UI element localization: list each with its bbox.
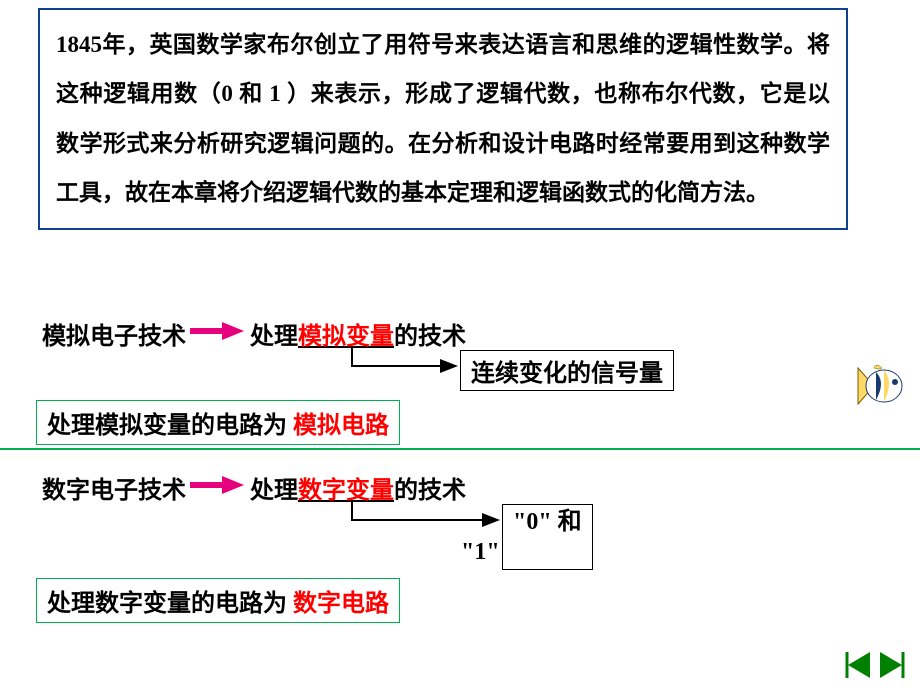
connector-line-icon [350,498,510,538]
next-button[interactable] [876,650,906,680]
analog-circuit-box: 处理模拟变量的电路为 模拟电路 [36,400,400,445]
connector-line-icon [350,344,470,384]
digital-sub-box: "0" 和 "1" [502,504,593,570]
analog-circuit-pre: 处理模拟变量的电路为 [47,413,293,439]
analog-circuit-red: 模拟电路 [293,413,389,439]
analog-mid-pre: 处理 [250,316,298,351]
analog-sub-label: 连续变化的信号量 [471,361,663,387]
arrow-right-icon [190,474,244,501]
digital-circuit-pre: 处理数字变量的电路为 [47,591,293,617]
nav-buttons [844,650,906,680]
fish-icon [846,362,908,410]
arrow-right-icon [190,320,244,347]
digital-sub-label-1: "0" 和 [513,507,582,537]
analog-sub-box: 连续变化的信号量 [460,350,674,391]
digital-circuit-box: 处理数字变量的电路为 数字电路 [36,578,400,623]
digital-circuit-red: 数字电路 [293,591,389,617]
digital-sub-label-2: "1" [461,537,582,567]
analog-left: 模拟电子技术 [42,316,186,351]
digital-left: 数字电子技术 [42,470,186,505]
digital-mid-pre: 处理 [250,470,298,505]
intro-text: 1845年，英国数学家布尔创立了用符号来表达语言和思维的逻辑性数学。将这种逻辑用… [56,32,830,205]
intro-text-box: 1845年，英国数学家布尔创立了用符号来表达语言和思维的逻辑性数学。将这种逻辑用… [38,8,848,230]
separator-line [0,448,920,450]
prev-button[interactable] [844,650,874,680]
